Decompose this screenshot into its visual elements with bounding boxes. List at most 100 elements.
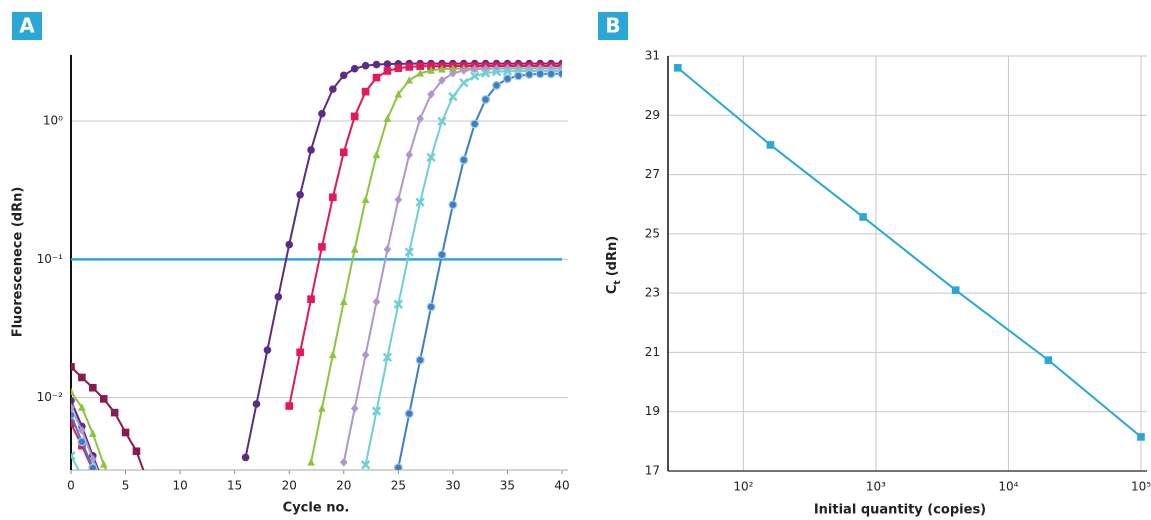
marker <box>404 409 414 419</box>
series-line <box>71 72 562 470</box>
marker <box>71 451 76 461</box>
marker <box>350 245 359 253</box>
marker <box>449 69 457 78</box>
marker <box>99 395 108 403</box>
marker <box>99 459 108 468</box>
marker <box>372 60 381 69</box>
marker <box>285 402 294 410</box>
marker <box>78 403 86 411</box>
marker <box>766 141 775 149</box>
marker <box>110 408 119 417</box>
marker <box>296 190 304 199</box>
y-axis-title-subscript: t <box>613 280 623 285</box>
marker <box>1044 356 1053 364</box>
y-tick-label: 27 <box>645 167 660 181</box>
marker <box>394 64 403 72</box>
marker <box>470 119 480 129</box>
y-tick-label: 17 <box>645 464 660 478</box>
marker <box>393 463 403 470</box>
marker <box>71 396 75 405</box>
plot-area <box>71 59 562 499</box>
marker <box>350 112 359 121</box>
marker <box>361 61 370 70</box>
marker <box>71 363 75 371</box>
marker <box>371 406 382 416</box>
marker <box>329 85 337 93</box>
marker <box>459 155 469 165</box>
marker <box>427 66 435 74</box>
marker <box>372 150 381 159</box>
y-axis-title: Ct (dRn) <box>605 236 623 294</box>
x-tick-label: 30 <box>445 479 460 493</box>
marker <box>100 491 108 499</box>
marker <box>78 373 86 382</box>
marker <box>144 477 152 485</box>
marker <box>416 114 424 123</box>
marker <box>491 67 502 77</box>
marker <box>502 66 513 76</box>
marker <box>470 64 479 74</box>
marker <box>372 73 381 82</box>
y-axis-title-main: C <box>605 285 620 295</box>
marker <box>415 355 425 365</box>
marker <box>361 87 370 96</box>
marker <box>1137 433 1145 441</box>
y-axis-title-unit: (dRn) <box>605 236 620 276</box>
marker <box>427 89 435 99</box>
x-tick-label: 20 <box>282 479 297 493</box>
marker <box>951 286 960 294</box>
marker <box>100 488 108 496</box>
marker <box>89 429 97 437</box>
y-tick-label: 23 <box>645 286 660 300</box>
marker <box>557 69 562 79</box>
marker <box>535 69 545 79</box>
x-axis-title: Initial quantity (copies) <box>814 503 986 518</box>
x-tick-label: 10⁵ <box>1131 480 1151 494</box>
marker <box>438 64 446 73</box>
marker <box>88 463 98 470</box>
marker <box>437 116 447 126</box>
marker <box>859 213 867 221</box>
x-tick-label: 0 <box>67 479 75 493</box>
marker <box>89 383 97 392</box>
panel-badge <box>598 12 628 40</box>
marker <box>318 404 326 412</box>
marker <box>673 64 682 72</box>
marker <box>78 426 86 435</box>
marker <box>383 67 392 75</box>
marker <box>416 69 424 77</box>
y-axis-title: Fluorescenece (dRn) <box>11 187 26 338</box>
marker <box>426 152 436 163</box>
marker <box>404 247 414 257</box>
marker <box>111 487 119 495</box>
marker <box>481 95 491 104</box>
panel-label: B <box>605 14 620 38</box>
x-tick-label: 10⁴ <box>998 480 1018 494</box>
marker <box>121 428 130 437</box>
marker <box>241 453 250 462</box>
x-tick-label: 35 <box>500 479 515 493</box>
marker <box>558 62 562 70</box>
marker <box>394 195 403 204</box>
marker <box>100 482 108 491</box>
marker <box>339 71 348 80</box>
x-tick-label: 10³ <box>866 480 886 494</box>
marker <box>492 80 501 90</box>
x-tick-label: 25 <box>391 479 406 493</box>
marker <box>382 352 393 362</box>
marker <box>524 70 534 79</box>
y-tick-label: 31 <box>645 49 660 63</box>
marker <box>71 387 75 396</box>
marker <box>437 250 447 260</box>
marker <box>438 75 446 85</box>
marker <box>252 400 261 408</box>
marker <box>307 458 315 466</box>
marker <box>307 146 315 154</box>
marker <box>329 350 337 359</box>
marker <box>339 297 348 306</box>
x-tick-label: 5 <box>122 479 130 493</box>
marker <box>480 68 491 78</box>
marker <box>460 66 468 75</box>
marker <box>318 243 326 251</box>
